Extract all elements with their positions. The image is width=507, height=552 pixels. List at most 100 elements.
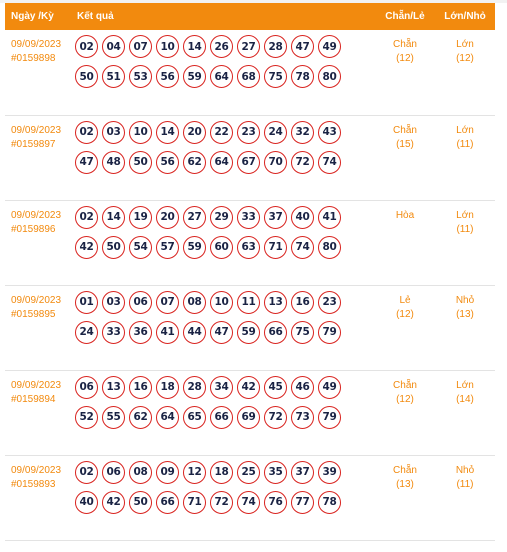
number-ball: 01 (75, 290, 98, 314)
number-ball: 14 (183, 35, 206, 58)
even-odd-cell: Lẻ (12) (375, 285, 435, 370)
number-ball: 22 (210, 120, 233, 144)
number-ball: 59 (237, 320, 260, 344)
even-odd-cell: Chẵn (12) (375, 30, 435, 115)
number-ball: 47 (210, 320, 233, 344)
number-ball: 74 (291, 235, 314, 259)
number-ball: 72 (291, 150, 314, 174)
number-ball: 72 (264, 405, 287, 429)
number-ball: 52 (75, 405, 98, 429)
number-ball: 27 (237, 35, 260, 58)
number-ball: 33 (102, 320, 125, 344)
big-small-cell: Lớn (11) (435, 200, 495, 285)
number-ball: 14 (102, 205, 125, 229)
draw-date: 09/09/2023 (11, 39, 62, 50)
number-ball: 27 (183, 205, 206, 229)
draw-date-cell: 09/09/2023 #0159896 (5, 200, 75, 285)
number-ball: 40 (291, 205, 314, 229)
draw-period: #0159895 (11, 308, 56, 320)
number-ball: 64 (210, 150, 233, 174)
number-ball: 24 (264, 120, 287, 144)
number-ball: 76 (264, 490, 287, 514)
number-ball: 69 (237, 405, 260, 429)
number-ball: 16 (129, 375, 152, 399)
big-small-cell: Nhỏ (13) (435, 285, 495, 370)
big-small-count: (11) (456, 138, 474, 150)
even-odd-result: Chẵn (393, 464, 417, 476)
even-odd-result: Chẵn (393, 124, 417, 136)
draw-numbers-cell: 02 06 08 09 12 18 25 35 37 39 40 42 50 66 71 72 74 76 77 78 (75, 455, 375, 540)
draw-date-cell: 09/09/2023 #0159894 (5, 370, 75, 455)
number-ball: 66 (156, 490, 179, 514)
number-ball: 26 (210, 35, 233, 58)
number-ball: 78 (291, 65, 314, 88)
ball-row: 02 14 19 20 27 29 33 37 40 41 (75, 205, 375, 230)
number-ball: 02 (75, 35, 98, 58)
ball-row: 42 50 54 57 59 60 63 71 74 80 (75, 235, 375, 260)
number-ball: 14 (156, 120, 179, 144)
draw-period: #0159896 (11, 223, 56, 235)
big-small-count: (14) (456, 393, 474, 405)
draw-period: #0159898 (11, 53, 56, 64)
number-ball: 50 (129, 150, 152, 174)
big-small-result: Lớn (456, 379, 474, 391)
number-ball: 39 (318, 460, 341, 484)
number-ball: 42 (102, 490, 125, 514)
ball-row: 06 13 16 18 28 34 42 45 46 49 (75, 375, 375, 400)
number-ball: 41 (156, 320, 179, 344)
even-odd-cell: Chẵn (13) (375, 455, 435, 540)
number-ball: 48 (102, 150, 125, 174)
draw-numbers-cell: 02 03 10 14 20 22 23 24 32 43 47 48 50 56 62 64 67 70 72 74 (75, 115, 375, 200)
draw-numbers-cell: 02 04 07 10 14 26 27 28 47 49 50 51 53 56 59 64 68 75 78 80 (75, 30, 375, 115)
number-ball: 07 (156, 290, 179, 314)
number-ball: 79 (318, 320, 341, 344)
even-odd-cell: Hòa (375, 200, 435, 285)
number-ball: 51 (102, 65, 125, 88)
number-ball: 37 (291, 460, 314, 484)
big-small-result: Lớn (456, 124, 474, 136)
number-ball: 18 (210, 460, 233, 484)
number-ball: 16 (291, 290, 314, 314)
draw-row: 09/09/2023 #0159897 02 03 10 14 20 22 23 24 32 43 47… (5, 115, 495, 200)
number-ball: 06 (129, 290, 152, 314)
number-ball: 03 (102, 120, 125, 144)
even-odd-result: Chẵn (393, 39, 417, 50)
number-ball: 71 (183, 490, 206, 514)
number-ball: 79 (318, 405, 341, 429)
number-ball: 64 (156, 405, 179, 429)
number-ball: 78 (318, 490, 341, 514)
number-ball: 42 (237, 375, 260, 399)
even-odd-result: Lẻ (399, 294, 411, 306)
draw-date: 09/09/2023 (11, 464, 62, 476)
ball-row: 40 42 50 66 71 72 74 76 77 78 (75, 490, 375, 515)
number-ball: 20 (183, 120, 206, 144)
draw-numbers-cell: 06 13 16 18 28 34 42 45 46 49 52 55 62 64 65 66 69 72 73 79 (75, 370, 375, 455)
number-ball: 06 (75, 375, 98, 399)
draws-body: 09/09/2023 #0159898 02 04 07 10 14 26 27 28 47 49 50… (5, 30, 495, 540)
ball-row: 01 03 06 07 08 10 11 13 16 23 (75, 290, 375, 315)
even-odd-count: (12) (396, 308, 414, 320)
number-ball: 36 (129, 320, 152, 344)
big-small-result: Nhỏ (455, 464, 475, 476)
big-small-result: Lớn (456, 39, 474, 50)
number-ball: 67 (237, 150, 260, 174)
number-ball: 09 (156, 460, 179, 484)
number-ball: 49 (318, 35, 341, 58)
big-small-count: (12) (456, 53, 474, 64)
even-odd-cell: Chẵn (12) (375, 370, 435, 455)
draw-date: 09/09/2023 (11, 294, 62, 306)
number-ball: 75 (291, 320, 314, 344)
table-header-row: Ngày /Kỳ Kết quả Chẵn/Lẻ Lớn/Nhỏ (5, 3, 495, 30)
even-odd-result: Chẵn (393, 379, 417, 391)
draw-date-cell: 09/09/2023 #0159898 (5, 30, 75, 115)
number-ball: 19 (129, 205, 152, 229)
number-ball: 74 (237, 490, 260, 514)
ball-row: 52 55 62 64 65 66 69 72 73 79 (75, 405, 375, 430)
even-odd-cell: Chẵn (15) (375, 115, 435, 200)
draw-numbers-cell: 02 14 19 20 27 29 33 37 40 41 42 50 54 57 59 60 63 71 74 80 (75, 200, 375, 285)
number-ball: 10 (129, 120, 152, 144)
number-ball: 37 (264, 205, 287, 229)
number-ball: 24 (75, 320, 98, 344)
number-ball: 74 (318, 150, 341, 174)
number-ball: 41 (318, 205, 341, 229)
